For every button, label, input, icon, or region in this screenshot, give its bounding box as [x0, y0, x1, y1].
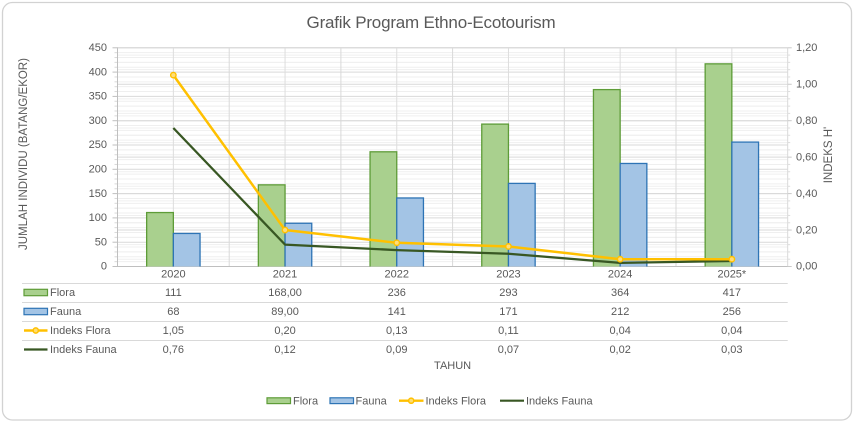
svg-text:JUMLAH INDIVIDU (BATANG/EKOR): JUMLAH INDIVIDU (BATANG/EKOR)	[18, 58, 30, 250]
svg-text:1,20: 1,20	[796, 42, 817, 54]
svg-text:212: 212	[611, 306, 629, 318]
svg-text:256: 256	[723, 306, 741, 318]
svg-text:0,76: 0,76	[163, 344, 184, 356]
svg-text:2024: 2024	[608, 269, 632, 281]
svg-text:0,04: 0,04	[721, 325, 742, 337]
svg-text:0,02: 0,02	[609, 344, 630, 356]
svg-text:200: 200	[89, 164, 107, 176]
svg-text:293: 293	[499, 287, 517, 299]
svg-text:0,07: 0,07	[498, 344, 519, 356]
svg-text:0,03: 0,03	[721, 344, 742, 356]
svg-text:0,13: 0,13	[386, 325, 407, 337]
svg-text:Fauna: Fauna	[50, 306, 82, 318]
svg-text:0: 0	[101, 261, 107, 273]
svg-text:50: 50	[95, 236, 107, 248]
svg-text:1,00: 1,00	[796, 78, 817, 90]
svg-text:0,11: 0,11	[498, 325, 519, 337]
svg-text:0,20: 0,20	[796, 224, 817, 236]
svg-text:111: 111	[165, 287, 182, 299]
svg-text:2021: 2021	[273, 269, 297, 281]
svg-text:0,04: 0,04	[609, 325, 630, 337]
svg-text:150: 150	[89, 188, 107, 200]
svg-text:0,40: 0,40	[796, 188, 817, 200]
svg-text:250: 250	[89, 139, 107, 151]
svg-text:0,60: 0,60	[796, 151, 817, 163]
svg-text:0,80: 0,80	[796, 115, 817, 127]
svg-text:Indeks Flora: Indeks Flora	[426, 395, 487, 407]
svg-text:89,00: 89,00	[271, 306, 299, 318]
svg-text:TAHUN: TAHUN	[434, 360, 471, 372]
svg-text:1,05: 1,05	[163, 325, 184, 337]
svg-text:Flora: Flora	[50, 287, 76, 299]
svg-text:Indeks Flora: Indeks Flora	[50, 325, 111, 337]
svg-text:171: 171	[499, 306, 517, 318]
svg-text:417: 417	[723, 287, 741, 299]
svg-text:INDEKS H': INDEKS H'	[823, 127, 835, 184]
svg-text:0,12: 0,12	[274, 344, 295, 356]
svg-text:400: 400	[89, 66, 107, 78]
svg-text:Fauna: Fauna	[356, 395, 388, 407]
svg-text:0,00: 0,00	[796, 261, 817, 273]
svg-text:141: 141	[388, 306, 406, 318]
svg-text:2023: 2023	[496, 269, 520, 281]
svg-text:0,09: 0,09	[386, 344, 407, 356]
svg-text:Indeks Fauna: Indeks Fauna	[50, 344, 118, 356]
svg-text:236: 236	[388, 287, 406, 299]
svg-text:Flora: Flora	[293, 395, 319, 407]
svg-text:168,00: 168,00	[268, 287, 302, 299]
svg-text:68: 68	[167, 306, 179, 318]
svg-text:2022: 2022	[385, 269, 409, 281]
svg-text:2025*: 2025*	[717, 269, 746, 281]
svg-text:300: 300	[89, 115, 107, 127]
svg-text:100: 100	[89, 212, 107, 224]
svg-text:450: 450	[89, 42, 107, 54]
svg-text:Grafik Program Ethno-Ecotouris: Grafik Program Ethno-Ecotourism	[307, 13, 556, 32]
svg-text:0,20: 0,20	[274, 325, 295, 337]
svg-text:2020: 2020	[161, 269, 185, 281]
svg-text:364: 364	[611, 287, 629, 299]
svg-text:350: 350	[89, 91, 107, 103]
svg-text:Indeks Fauna: Indeks Fauna	[526, 395, 594, 407]
